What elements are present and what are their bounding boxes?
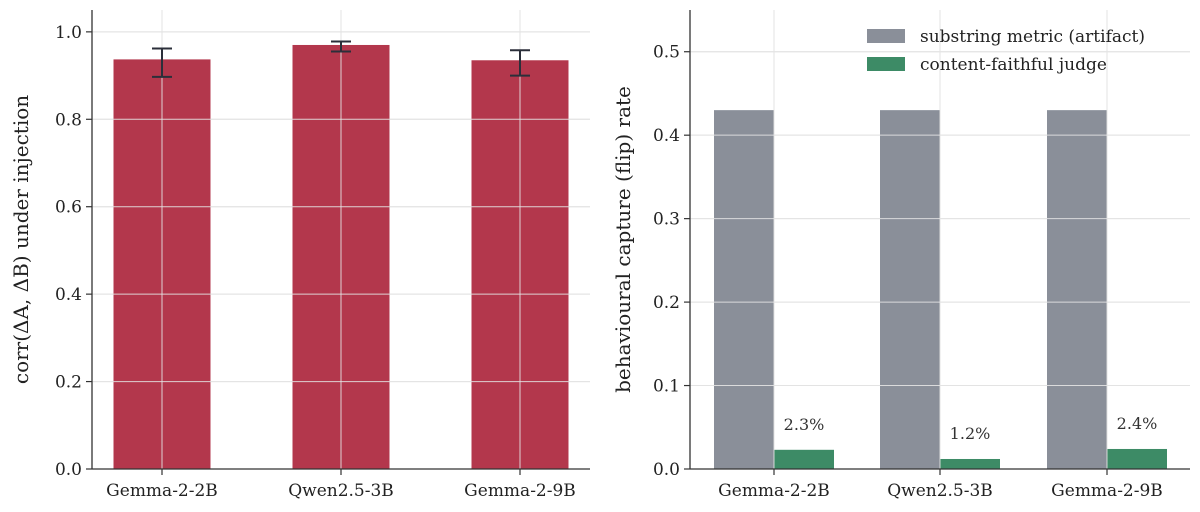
bar-judge: [774, 449, 834, 469]
y-tick-label: 0.0: [653, 460, 680, 480]
y-tick-label: 0.6: [55, 198, 82, 218]
y-tick-label: 0.2: [55, 373, 82, 393]
y-axis-label: corr(ΔA, ΔB) under injection: [9, 95, 33, 384]
y-tick-label: 0.4: [55, 285, 82, 305]
y-tick-label: 0.0: [55, 460, 82, 480]
x-tick-label: Qwen2.5-3B: [288, 481, 394, 501]
x-tick-label: Qwen2.5-3B: [887, 481, 993, 501]
legend: substring metric (artifact) content-faith…: [867, 27, 1145, 75]
y-axis-label: behavioural capture (flip) rate: [611, 86, 635, 393]
bar-substring: [1047, 110, 1107, 470]
x-tick-label: Gemma-2-2B: [718, 481, 830, 501]
left-chart: 0.0 0.2 0.4 0.6 0.8 1.0 Gemma-2-2B Qwen2.5-3B Ge…: [9, 10, 590, 501]
right-chart: 2.3% 1.2% 2.4% 0.0 0.1 0.2 0.3 0.4 0.5 Gemma-2-2B…: [611, 10, 1190, 501]
y-tick-label: 0.1: [653, 377, 680, 397]
bar-judge: [940, 458, 1000, 469]
legend-swatch: [867, 29, 905, 43]
x-tick-label: Gemma-2-9B: [1051, 481, 1163, 501]
y-tick-label: 0.4: [653, 126, 680, 146]
bar-substring: [714, 110, 774, 470]
y-tick-label: 1.0: [55, 23, 82, 43]
legend-label: content-faithful judge: [920, 55, 1107, 75]
x-tick-label: Gemma-2-2B: [106, 481, 218, 501]
legend-label: substring metric (artifact): [920, 27, 1145, 47]
y-tick-label: 0.2: [653, 293, 680, 313]
legend-swatch: [867, 57, 905, 71]
y-tick-label: 0.5: [653, 43, 680, 63]
bar-substring: [880, 110, 940, 470]
data-label: 1.2%: [950, 424, 991, 443]
y-tick-label: 0.8: [55, 110, 82, 130]
y-tick-label: 0.3: [653, 210, 680, 230]
data-label: 2.4%: [1117, 414, 1158, 433]
bar-judge: [1107, 448, 1167, 469]
data-label: 2.3%: [784, 415, 825, 434]
x-tick-label: Gemma-2-9B: [464, 481, 576, 501]
